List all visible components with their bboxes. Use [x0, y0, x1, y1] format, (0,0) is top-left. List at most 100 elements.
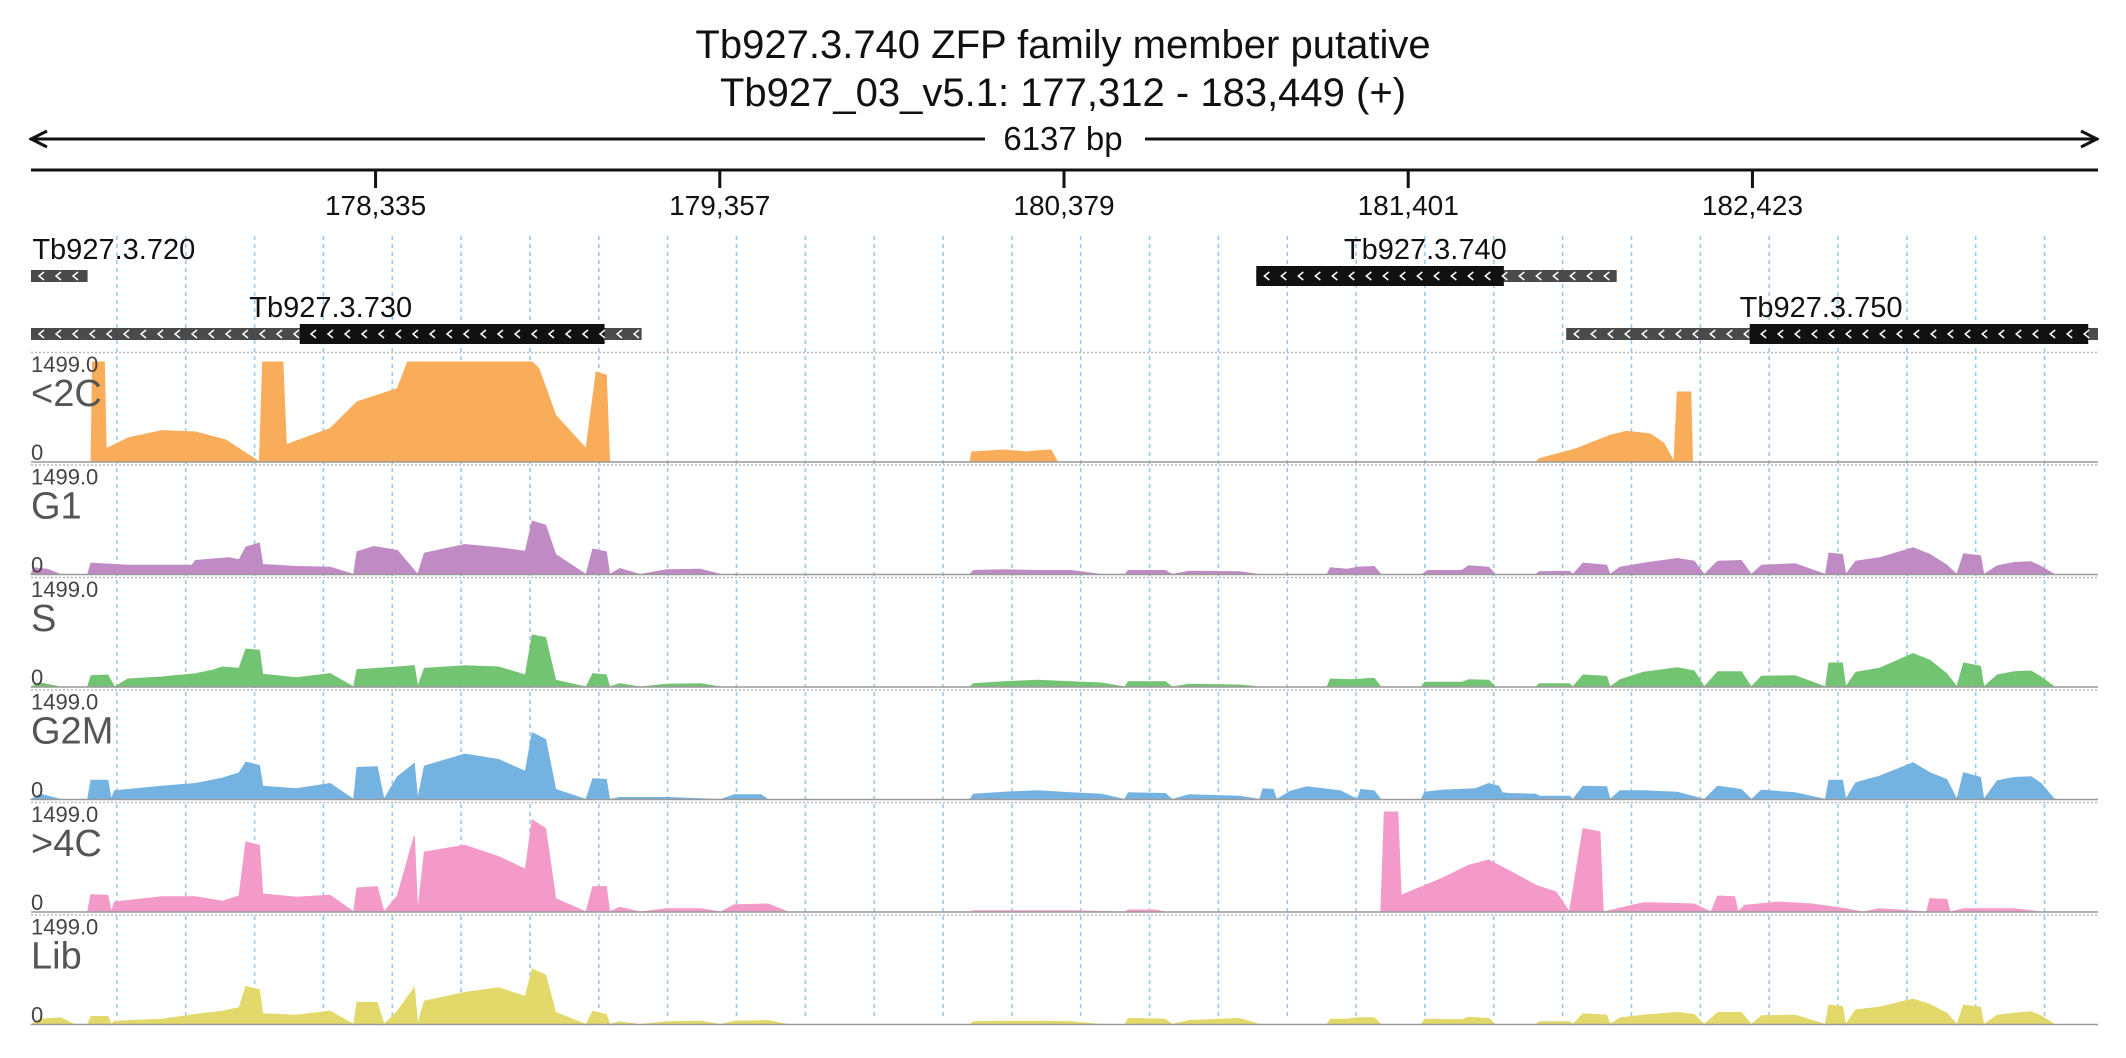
ruler-tick-label: 181,401 — [1358, 190, 1459, 221]
strand-chevron — [258, 329, 266, 339]
track-name: Lib — [31, 936, 82, 978]
strand-chevron — [394, 329, 402, 339]
strand-chevron — [173, 329, 181, 339]
strand-chevron — [1501, 271, 1508, 281]
gene-label: Tb927.3.750 — [1740, 292, 1903, 324]
gene-utr[interactable] — [31, 270, 88, 282]
coverage-area-2 — [30, 520, 2098, 576]
track-max-label: 1499.0 — [31, 802, 98, 827]
gene-Tb927-3-750[interactable]: Tb927.3.750 — [1566, 292, 2098, 344]
track-zero-label: 0 — [31, 665, 43, 690]
strand-chevron — [598, 329, 606, 339]
strand-chevron — [1997, 329, 2005, 339]
gene-Tb927-3-720[interactable]: Tb927.3.720 — [31, 234, 195, 282]
strand-chevron — [1878, 329, 1886, 339]
coverage-track-5: 1499.0 0 >4C — [31, 801, 2098, 915]
strand-chevron — [1674, 329, 1682, 339]
strand-chevron — [530, 329, 538, 339]
gene-Tb927-3-730[interactable]: Tb927.3.730 — [31, 292, 642, 344]
strand-chevron — [1708, 329, 1716, 339]
coverage-track-4: 1499.0 0 G2M — [29, 689, 2098, 803]
strand-chevron — [411, 329, 419, 339]
track-zero-label: 0 — [31, 440, 43, 465]
gene-cds[interactable] — [1749, 324, 2089, 344]
strand-chevron — [632, 329, 640, 339]
strand-chevron — [1280, 271, 1287, 281]
gene-cds[interactable] — [299, 324, 605, 344]
span-length-label: 6137 bp — [1003, 120, 1122, 157]
coverage-track-3: 1499.0 0 S — [30, 576, 2098, 690]
coverage-area-1 — [31, 361, 2098, 464]
strand-chevron — [1640, 329, 1648, 339]
strand-chevron — [1416, 271, 1423, 281]
strand-chevron — [1450, 271, 1457, 281]
strand-chevron — [1980, 329, 1988, 339]
ruler-tick-label: 178,335 — [325, 190, 426, 221]
strand-chevron — [513, 329, 521, 339]
strand-chevron — [1844, 329, 1852, 339]
strand-chevron — [122, 329, 130, 339]
coverage-area-6 — [29, 968, 2098, 1026]
strand-chevron — [496, 329, 504, 339]
strand-chevron — [1552, 271, 1559, 281]
strand-chevron — [1912, 329, 1920, 339]
track-name: <2C — [31, 373, 102, 415]
strand-chevron — [1297, 271, 1304, 281]
strand-chevron — [54, 271, 62, 281]
strand-chevron — [139, 329, 147, 339]
ruler-tick-label: 182,423 — [1702, 190, 1803, 221]
track-zero-label: 0 — [31, 553, 43, 578]
gene-track[interactable]: Tb927.3.720 Tb927.3.730 Tb927.3.740 Tb927.3… — [31, 234, 2098, 344]
strand-chevron — [1365, 271, 1372, 281]
strand-chevron — [581, 329, 589, 339]
span-indicator: 6137 bp — [30, 120, 2098, 157]
strand-chevron — [190, 329, 198, 339]
coverage-track-1: 1499.0 0 <2C — [31, 351, 2098, 465]
strand-chevron — [1946, 329, 1954, 339]
coverage-area-4 — [29, 732, 2098, 802]
gene-title: Tb927.3.740 ZFP family member putative — [695, 23, 1431, 67]
ruler-tick-label: 179,357 — [669, 190, 770, 221]
strand-chevron — [241, 329, 249, 339]
strand-chevron — [1331, 271, 1338, 281]
strand-chevron — [326, 329, 334, 339]
strand-chevron — [207, 329, 215, 339]
strand-chevron — [1572, 329, 1580, 339]
gene-cds[interactable] — [1256, 266, 1504, 286]
strand-chevron — [2048, 329, 2056, 339]
strand-chevron — [462, 329, 470, 339]
strand-chevron — [615, 329, 623, 339]
track-zero-label: 0 — [31, 1003, 43, 1028]
strand-chevron — [1963, 329, 1971, 339]
strand-chevron — [343, 329, 351, 339]
strand-chevron — [1484, 271, 1491, 281]
strand-chevron — [1518, 271, 1525, 281]
strand-chevron — [1691, 329, 1699, 339]
genomic-location: Tb927_03_v5.1: 177,312 - 183,449 (+) — [719, 71, 1407, 115]
strand-chevron — [309, 329, 317, 339]
strand-chevron — [1314, 271, 1321, 281]
strand-chevron — [1535, 271, 1542, 281]
strand-chevron — [1827, 329, 1835, 339]
strand-chevron — [1657, 329, 1665, 339]
strand-chevron — [1433, 271, 1440, 281]
strand-chevron — [1793, 329, 1801, 339]
strand-chevron — [1606, 329, 1614, 339]
strand-chevron — [105, 329, 113, 339]
track-max-label: 1499.0 — [31, 690, 98, 715]
strand-chevron — [564, 329, 572, 339]
strand-chevron — [71, 329, 79, 339]
strand-chevron — [54, 329, 62, 339]
strand-chevron — [1725, 329, 1733, 339]
strand-chevron — [1603, 271, 1610, 281]
strand-chevron — [547, 329, 555, 339]
gene-Tb927-3-740[interactable]: Tb927.3.740 — [1256, 234, 1617, 286]
strand-chevron — [1586, 271, 1593, 281]
strand-chevron — [1861, 329, 1869, 339]
strand-chevron — [1742, 329, 1750, 339]
gene-label: Tb927.3.720 — [32, 234, 195, 266]
strand-chevron — [71, 271, 79, 281]
strand-chevron — [2065, 329, 2073, 339]
strand-chevron — [1810, 329, 1818, 339]
